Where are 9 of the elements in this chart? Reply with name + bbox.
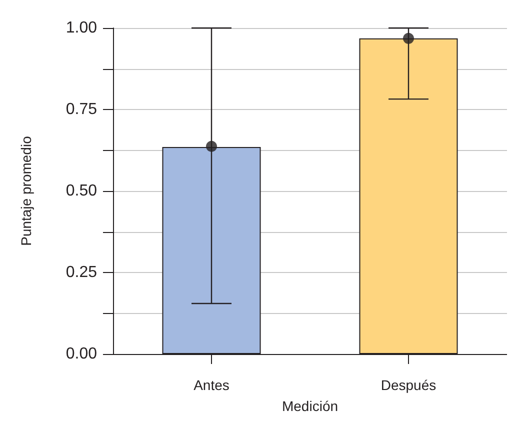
x-tick-label: Antes [194,377,230,393]
y-axis-title: Puntaje promedio [18,136,34,246]
y-tick-label: 0.25 [66,264,98,281]
y-tick-label: 1.00 [66,20,98,36]
x-tick-label: Después [380,377,436,393]
x-axis-title: Medición [282,398,338,414]
y-tick-label: 0.50 [66,182,98,200]
y-tick-label: 0.75 [66,101,98,118]
y-tick-label: 0.00 [66,346,98,362]
